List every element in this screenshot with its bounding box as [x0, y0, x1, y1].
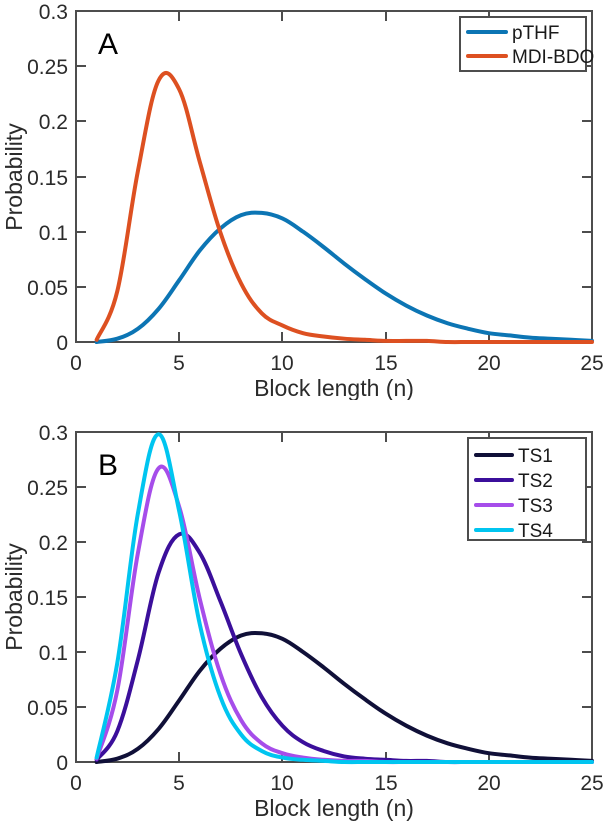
panel-b-xtick-3: 15: [374, 772, 397, 795]
panel-b-ytick-5: 0.25: [27, 477, 68, 500]
panel-a-ytick-0: 0: [56, 332, 68, 355]
curve-mdi-bdo: [94, 71, 594, 345]
panel-b-curves: [94, 432, 594, 765]
panel-b-ytick-1: 0.05: [27, 697, 68, 720]
panel-a-ytick-1: 0.05: [27, 277, 68, 300]
panel-b-plot: 0 0.05 0.1 0.15 0.2 0.25 0.3 0 5 10 15 2…: [1, 422, 604, 821]
panel-b-ytick-4: 0.2: [39, 532, 68, 555]
panel-b-legend-label-0: TS1: [518, 446, 553, 467]
panel-a-xlabel: Block length (n): [254, 375, 414, 400]
panel-b-legend-label-1: TS2: [518, 471, 553, 492]
panel-b-ytick-3: 0.15: [27, 587, 68, 610]
panel-a: 0 0.05 0.1 0.15 0.2 0.25 0.3 0 5 10 15 2…: [0, 0, 609, 400]
panel-a-legend-label-0: pTHF: [512, 23, 560, 44]
curve-ts2: [94, 531, 594, 765]
panel-a-plot: 0 0.05 0.1 0.15 0.2 0.25 0.3 0 5 10 15 2…: [1, 1, 604, 400]
panel-b-xtick-1: 5: [173, 772, 185, 795]
panel-b-legend-label-3: TS4: [518, 521, 553, 542]
panel-a-legend-label-1: MDI-BDO: [512, 47, 594, 68]
panel-b-xlabel: Block length (n): [254, 795, 414, 821]
curve-ts1: [94, 631, 594, 764]
panel-a-xtick-5: 25: [580, 352, 603, 375]
panel-a-ytick-6: 0.3: [39, 1, 68, 24]
panel-b-ylabel: Probability: [1, 543, 27, 651]
panel-b-ytick-2: 0.1: [39, 642, 68, 665]
panel-a-ytick-4: 0.2: [39, 111, 68, 134]
panel-b-xtick-0: 0: [70, 772, 82, 795]
panel-a-ytick-2: 0.1: [39, 222, 68, 245]
panel-a-xtick-2: 10: [270, 352, 293, 375]
panel-a-curves: [94, 71, 594, 345]
panel-b-legend-label-2: TS3: [518, 496, 553, 517]
curve-ts4: [94, 432, 594, 765]
panel-b: 0 0.05 0.1 0.15 0.2 0.25 0.3 0 5 10 15 2…: [0, 400, 609, 823]
panel-b-xtick-2: 10: [270, 772, 293, 795]
panel-a-legend-box: [459, 16, 587, 72]
curve-pthf: [94, 210, 594, 344]
panel-b-xtick-4: 20: [477, 772, 500, 795]
panel-a-ylabel: Probability: [1, 123, 27, 231]
panel-a-legend: pTHF MDI-BDO: [459, 16, 594, 72]
panel-b-ytick-6: 0.3: [39, 422, 68, 445]
panel-a-letter: A: [98, 28, 118, 61]
panel-b-ytick-0: 0: [56, 752, 68, 775]
panel-b-letter: B: [98, 449, 118, 482]
panel-a-xtick-3: 15: [374, 352, 397, 375]
panel-a-ytick-3: 0.15: [27, 167, 68, 190]
panel-a-ytick-5: 0.25: [27, 56, 68, 79]
panel-a-xtick-0: 0: [70, 352, 82, 375]
panel-b-legend: TS1 TS2 TS3 TS4: [467, 437, 587, 542]
panel-b-xtick-5: 25: [580, 772, 603, 795]
panel-a-xtick-1: 5: [173, 352, 185, 375]
panel-a-xtick-4: 20: [477, 352, 500, 375]
